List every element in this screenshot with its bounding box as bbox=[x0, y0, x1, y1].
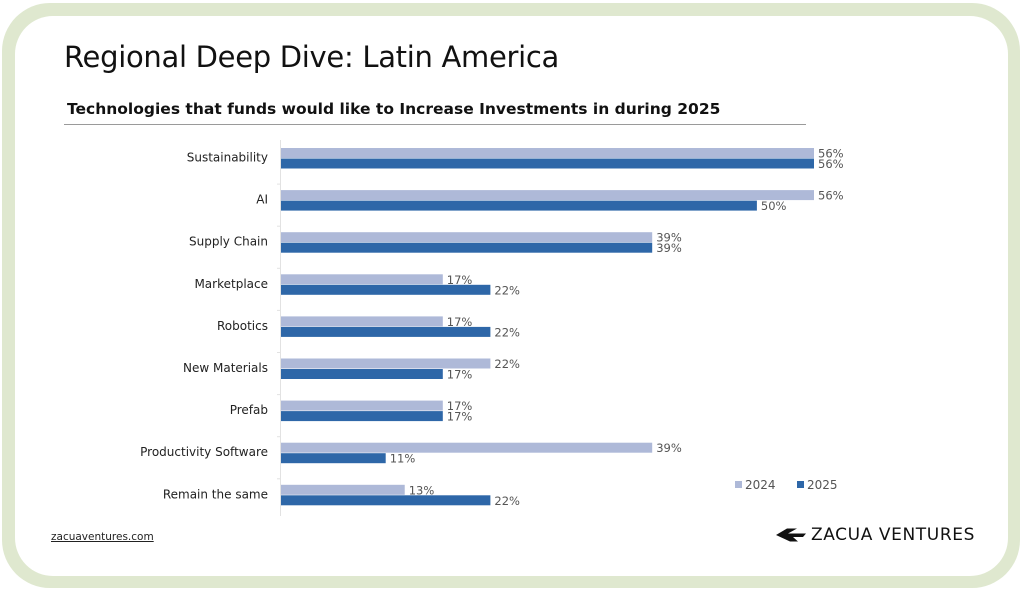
category-label: AI bbox=[256, 193, 268, 207]
bar-2024 bbox=[281, 274, 443, 285]
bar-2025 bbox=[281, 200, 757, 211]
bar-2025 bbox=[281, 242, 653, 253]
brand-logo: ZACUA VENTURES bbox=[776, 523, 975, 547]
bar-2024 bbox=[281, 316, 443, 327]
category-label: Robotics bbox=[217, 319, 268, 333]
data-label-2024: 56% bbox=[818, 147, 844, 161]
category-label: New Materials bbox=[183, 361, 268, 375]
data-label-2024: 56% bbox=[818, 189, 844, 203]
data-label-2025: 17% bbox=[447, 410, 473, 424]
bar-2025 bbox=[281, 369, 443, 379]
data-label-2025: 39% bbox=[656, 241, 682, 255]
bar-2025 bbox=[281, 453, 386, 464]
data-label-2024: 17% bbox=[447, 273, 473, 287]
legend-swatch-2024 bbox=[735, 481, 742, 488]
title-divider bbox=[64, 124, 806, 125]
bar-2024 bbox=[281, 400, 443, 411]
legend-swatch-2025 bbox=[797, 481, 804, 488]
bar-2025 bbox=[281, 411, 443, 422]
data-label-2025: 11% bbox=[390, 452, 416, 466]
data-label-2024: 17% bbox=[447, 399, 473, 413]
bar-2024 bbox=[281, 442, 653, 453]
category-label: Marketplace bbox=[194, 277, 268, 291]
page-title: Regional Deep Dive: Latin America bbox=[64, 40, 560, 74]
bar-2025 bbox=[281, 284, 491, 295]
legend-label-2025: 2025 bbox=[807, 478, 838, 492]
data-label-2025: 50% bbox=[761, 199, 787, 213]
data-label-2024: 39% bbox=[656, 441, 682, 455]
data-label-2024: 17% bbox=[447, 315, 473, 329]
category-label: Remain the same bbox=[163, 487, 268, 501]
bar-2024 bbox=[281, 190, 814, 201]
legend-label-2024: 2024 bbox=[745, 478, 776, 492]
bird-arrow-icon bbox=[776, 528, 806, 542]
bar-2024 bbox=[281, 358, 491, 369]
data-label-2025: 22% bbox=[494, 283, 520, 297]
bar-2024 bbox=[281, 484, 405, 495]
data-label-2024: 13% bbox=[409, 483, 435, 497]
data-label-2025: 22% bbox=[494, 325, 520, 339]
data-label-2024: 39% bbox=[656, 231, 682, 245]
bar-2024 bbox=[281, 232, 653, 243]
data-label-2025: 22% bbox=[494, 494, 520, 508]
category-label: Prefab bbox=[230, 403, 268, 417]
category-label: Productivity Software bbox=[140, 445, 268, 459]
category-label: Supply Chain bbox=[189, 235, 268, 249]
bar-2024 bbox=[281, 148, 814, 158]
bar-2025 bbox=[281, 495, 491, 506]
chart-title: Technologies that funds would like to In… bbox=[67, 100, 721, 118]
bar-2025 bbox=[281, 158, 814, 169]
data-label-2024: 22% bbox=[494, 357, 520, 371]
slide-card bbox=[15, 16, 1008, 576]
category-label: Sustainability bbox=[187, 151, 268, 165]
data-label-2025: 56% bbox=[818, 157, 844, 171]
brand-name: ZACUA VENTURES bbox=[811, 525, 975, 545]
bar-2025 bbox=[281, 326, 491, 337]
data-label-2025: 17% bbox=[447, 368, 473, 382]
website-link[interactable]: zacuaventures.com bbox=[51, 531, 154, 543]
